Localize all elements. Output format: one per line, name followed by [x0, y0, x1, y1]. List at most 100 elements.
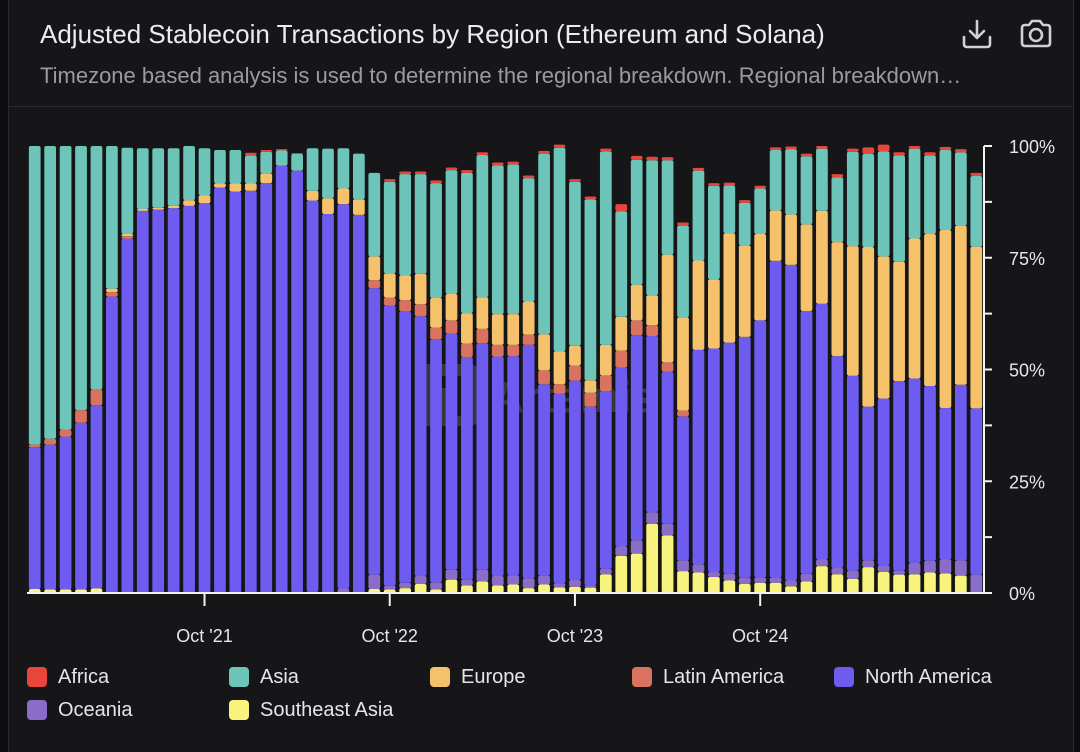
bar-segment [44, 146, 57, 439]
bar-segment [522, 175, 535, 179]
bar-segment [816, 210, 828, 304]
bar-segment [924, 560, 936, 573]
legend-item-southeast-asia[interactable]: Southeast Asia [229, 698, 393, 722]
screenshot-button[interactable] [1016, 14, 1056, 54]
bar-segment [630, 284, 643, 321]
header-divider [9, 106, 1073, 107]
bar-segment [121, 238, 134, 593]
bar-segment [476, 297, 489, 329]
bar-segment [461, 172, 473, 314]
legend-item-latin-america[interactable]: Latin America [632, 665, 784, 689]
bar-segment [708, 185, 720, 280]
bar-segment [399, 275, 412, 301]
bar-segment [800, 224, 813, 311]
bar-segment [75, 410, 87, 423]
bar-segment [877, 256, 890, 399]
bar-segment [121, 234, 134, 237]
bar-segment [430, 339, 442, 583]
bar-segment [877, 565, 890, 572]
bar-segment [522, 588, 535, 593]
bar-segment [677, 222, 689, 226]
legend-item-oceania[interactable]: Oceania [27, 698, 133, 722]
bar-segment [708, 571, 720, 577]
bar-column [353, 153, 365, 593]
bar-column [476, 152, 489, 593]
download-button[interactable] [957, 14, 997, 54]
bar-segment [708, 576, 720, 593]
bar-segment [538, 384, 550, 576]
bar-segment [970, 408, 983, 575]
bar-column [291, 153, 303, 593]
bar-segment [661, 362, 674, 372]
bar-segment [723, 233, 736, 343]
bar-segment [677, 416, 689, 561]
bar-segment [214, 150, 226, 184]
bar-segment [445, 320, 458, 334]
bar-column [214, 150, 226, 593]
bar-segment [862, 406, 875, 561]
bar-segment [677, 225, 689, 318]
bar-segment [893, 152, 905, 156]
bar-segment [677, 317, 689, 411]
bar-column [846, 148, 859, 593]
bar-segment [846, 148, 859, 152]
bar-segment [491, 314, 504, 345]
bar-segment [862, 560, 875, 568]
bar-segment [785, 586, 797, 593]
bar-segment [630, 540, 643, 554]
bar-segment [569, 365, 581, 381]
bar-segment [106, 288, 118, 293]
bar-segment [831, 177, 844, 243]
bar-segment [954, 384, 967, 561]
bar-segment [90, 588, 103, 593]
bar-segment [183, 200, 195, 206]
bar-segment [569, 181, 581, 346]
bar-segment [708, 183, 720, 186]
bar-column [877, 144, 890, 593]
bar-segment [337, 188, 350, 205]
legend-item-africa[interactable]: Africa [27, 665, 109, 689]
bar-segment [368, 288, 381, 575]
legend-item-europe[interactable]: Europe [430, 665, 526, 689]
bar-segment [615, 546, 628, 556]
bar-segment [692, 260, 705, 350]
bar-segment [831, 356, 844, 568]
bar-column [414, 171, 427, 593]
bar-segment [414, 316, 427, 577]
bar-segment [584, 199, 597, 381]
bar-segment [800, 573, 813, 582]
bar-segment [260, 183, 273, 593]
legend-label: Latin America [663, 665, 785, 688]
bar-segment [553, 587, 566, 593]
bar-segment [769, 210, 782, 261]
bar-segment [924, 155, 936, 235]
bar-segment [692, 349, 705, 565]
bar-segment [260, 151, 273, 174]
bar-segment [615, 204, 628, 212]
bar-segment [692, 564, 705, 573]
bar-segment [723, 342, 736, 574]
bar-column [106, 146, 118, 593]
legend-item-north-america[interactable]: North America [834, 665, 992, 689]
bar-column [75, 146, 87, 593]
bar-segment [630, 335, 643, 541]
bar-column [152, 148, 165, 593]
bar-segment [260, 173, 273, 184]
bar-segment [831, 174, 844, 178]
legend-label: Oceania [58, 698, 133, 721]
bar-segment [399, 171, 412, 175]
bar-segment [445, 170, 458, 294]
bar-segment [244, 152, 257, 156]
bar-column [708, 183, 720, 593]
bar-segment [152, 148, 165, 208]
bar-segment [569, 345, 581, 366]
bar-segment [244, 190, 257, 593]
bar-column [630, 155, 643, 593]
bar-column [538, 150, 550, 593]
legend-item-asia[interactable]: Asia [229, 665, 299, 689]
bar-column [939, 146, 952, 593]
x-tick-label: Oct '22 [361, 626, 417, 646]
bar-segment [954, 575, 967, 593]
bar-segment [661, 157, 674, 161]
bar-segment [28, 444, 41, 448]
